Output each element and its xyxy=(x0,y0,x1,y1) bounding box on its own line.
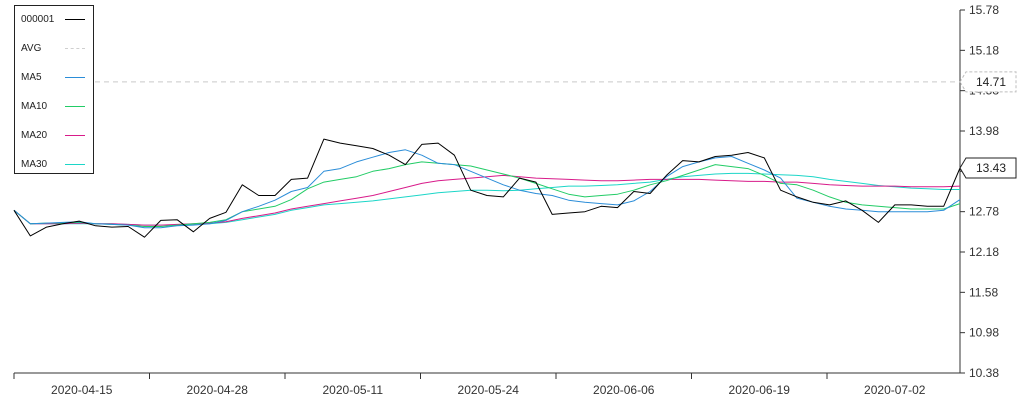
series-line-ma10 xyxy=(13,161,961,227)
legend-item-ma30: MA30 xyxy=(21,157,85,171)
legend-item-ma10: MA10 xyxy=(21,99,85,113)
last-price-tag: 13.43 xyxy=(959,157,1017,179)
legend-swatch xyxy=(65,18,85,20)
y-tick-label: 15.78 xyxy=(969,3,999,17)
legend-label: MA5 xyxy=(21,71,42,83)
x-tick-label: 2020-07-02 xyxy=(864,383,926,397)
y-tick-label: 15.18 xyxy=(969,43,999,57)
legend-label: MA10 xyxy=(21,100,48,112)
y-tick-label: 11.58 xyxy=(969,285,998,299)
avg-value-tag-box xyxy=(959,71,1017,93)
legend-swatch xyxy=(65,76,85,78)
x-tick-label: 2020-06-19 xyxy=(729,383,791,397)
legend-item-ma20: MA20 xyxy=(21,128,85,142)
legend-item-000001: 000001 xyxy=(21,12,85,26)
legend-item-avg: AVG xyxy=(21,41,85,55)
legend-item-ma5: MA5 xyxy=(21,70,85,84)
y-tick-label: 10.38 xyxy=(969,366,999,380)
y-tick-label: 13.98 xyxy=(969,124,999,138)
legend-label: 000001 xyxy=(21,13,55,25)
x-tick-label: 2020-06-06 xyxy=(593,383,655,397)
x-tick-label: 2020-05-11 xyxy=(323,383,384,397)
legend: 000001 AVG MA5 MA10 MA20 MA30 xyxy=(14,5,94,174)
legend-swatch xyxy=(65,163,85,165)
x-tick-label: 2020-05-24 xyxy=(458,383,520,397)
y-tick-label: 12.78 xyxy=(969,205,999,219)
legend-label: AVG xyxy=(21,42,42,54)
last-price-tag-box xyxy=(959,157,1017,179)
series-line-ma30 xyxy=(13,172,960,226)
legend-label: MA20 xyxy=(21,129,48,141)
legend-label: MA30 xyxy=(21,158,48,170)
series-line-ma20 xyxy=(13,174,961,226)
legend-swatch xyxy=(65,134,85,136)
legend-swatch xyxy=(65,105,85,107)
y-tick-label: 12.18 xyxy=(969,245,999,259)
series-line-000001 xyxy=(13,138,961,238)
legend-swatch xyxy=(65,47,85,49)
y-tick-label: 10.98 xyxy=(969,326,999,340)
series-line-ma5 xyxy=(13,149,961,229)
avg-value-tag: 14.71 xyxy=(959,71,1017,93)
last-price-tag-text: 13.43 xyxy=(976,161,1006,175)
x-tick-label: 2020-04-15 xyxy=(51,383,113,397)
avg-value-tag-text: 14.71 xyxy=(976,75,1006,89)
x-tick-label: 2020-04-28 xyxy=(187,383,249,397)
